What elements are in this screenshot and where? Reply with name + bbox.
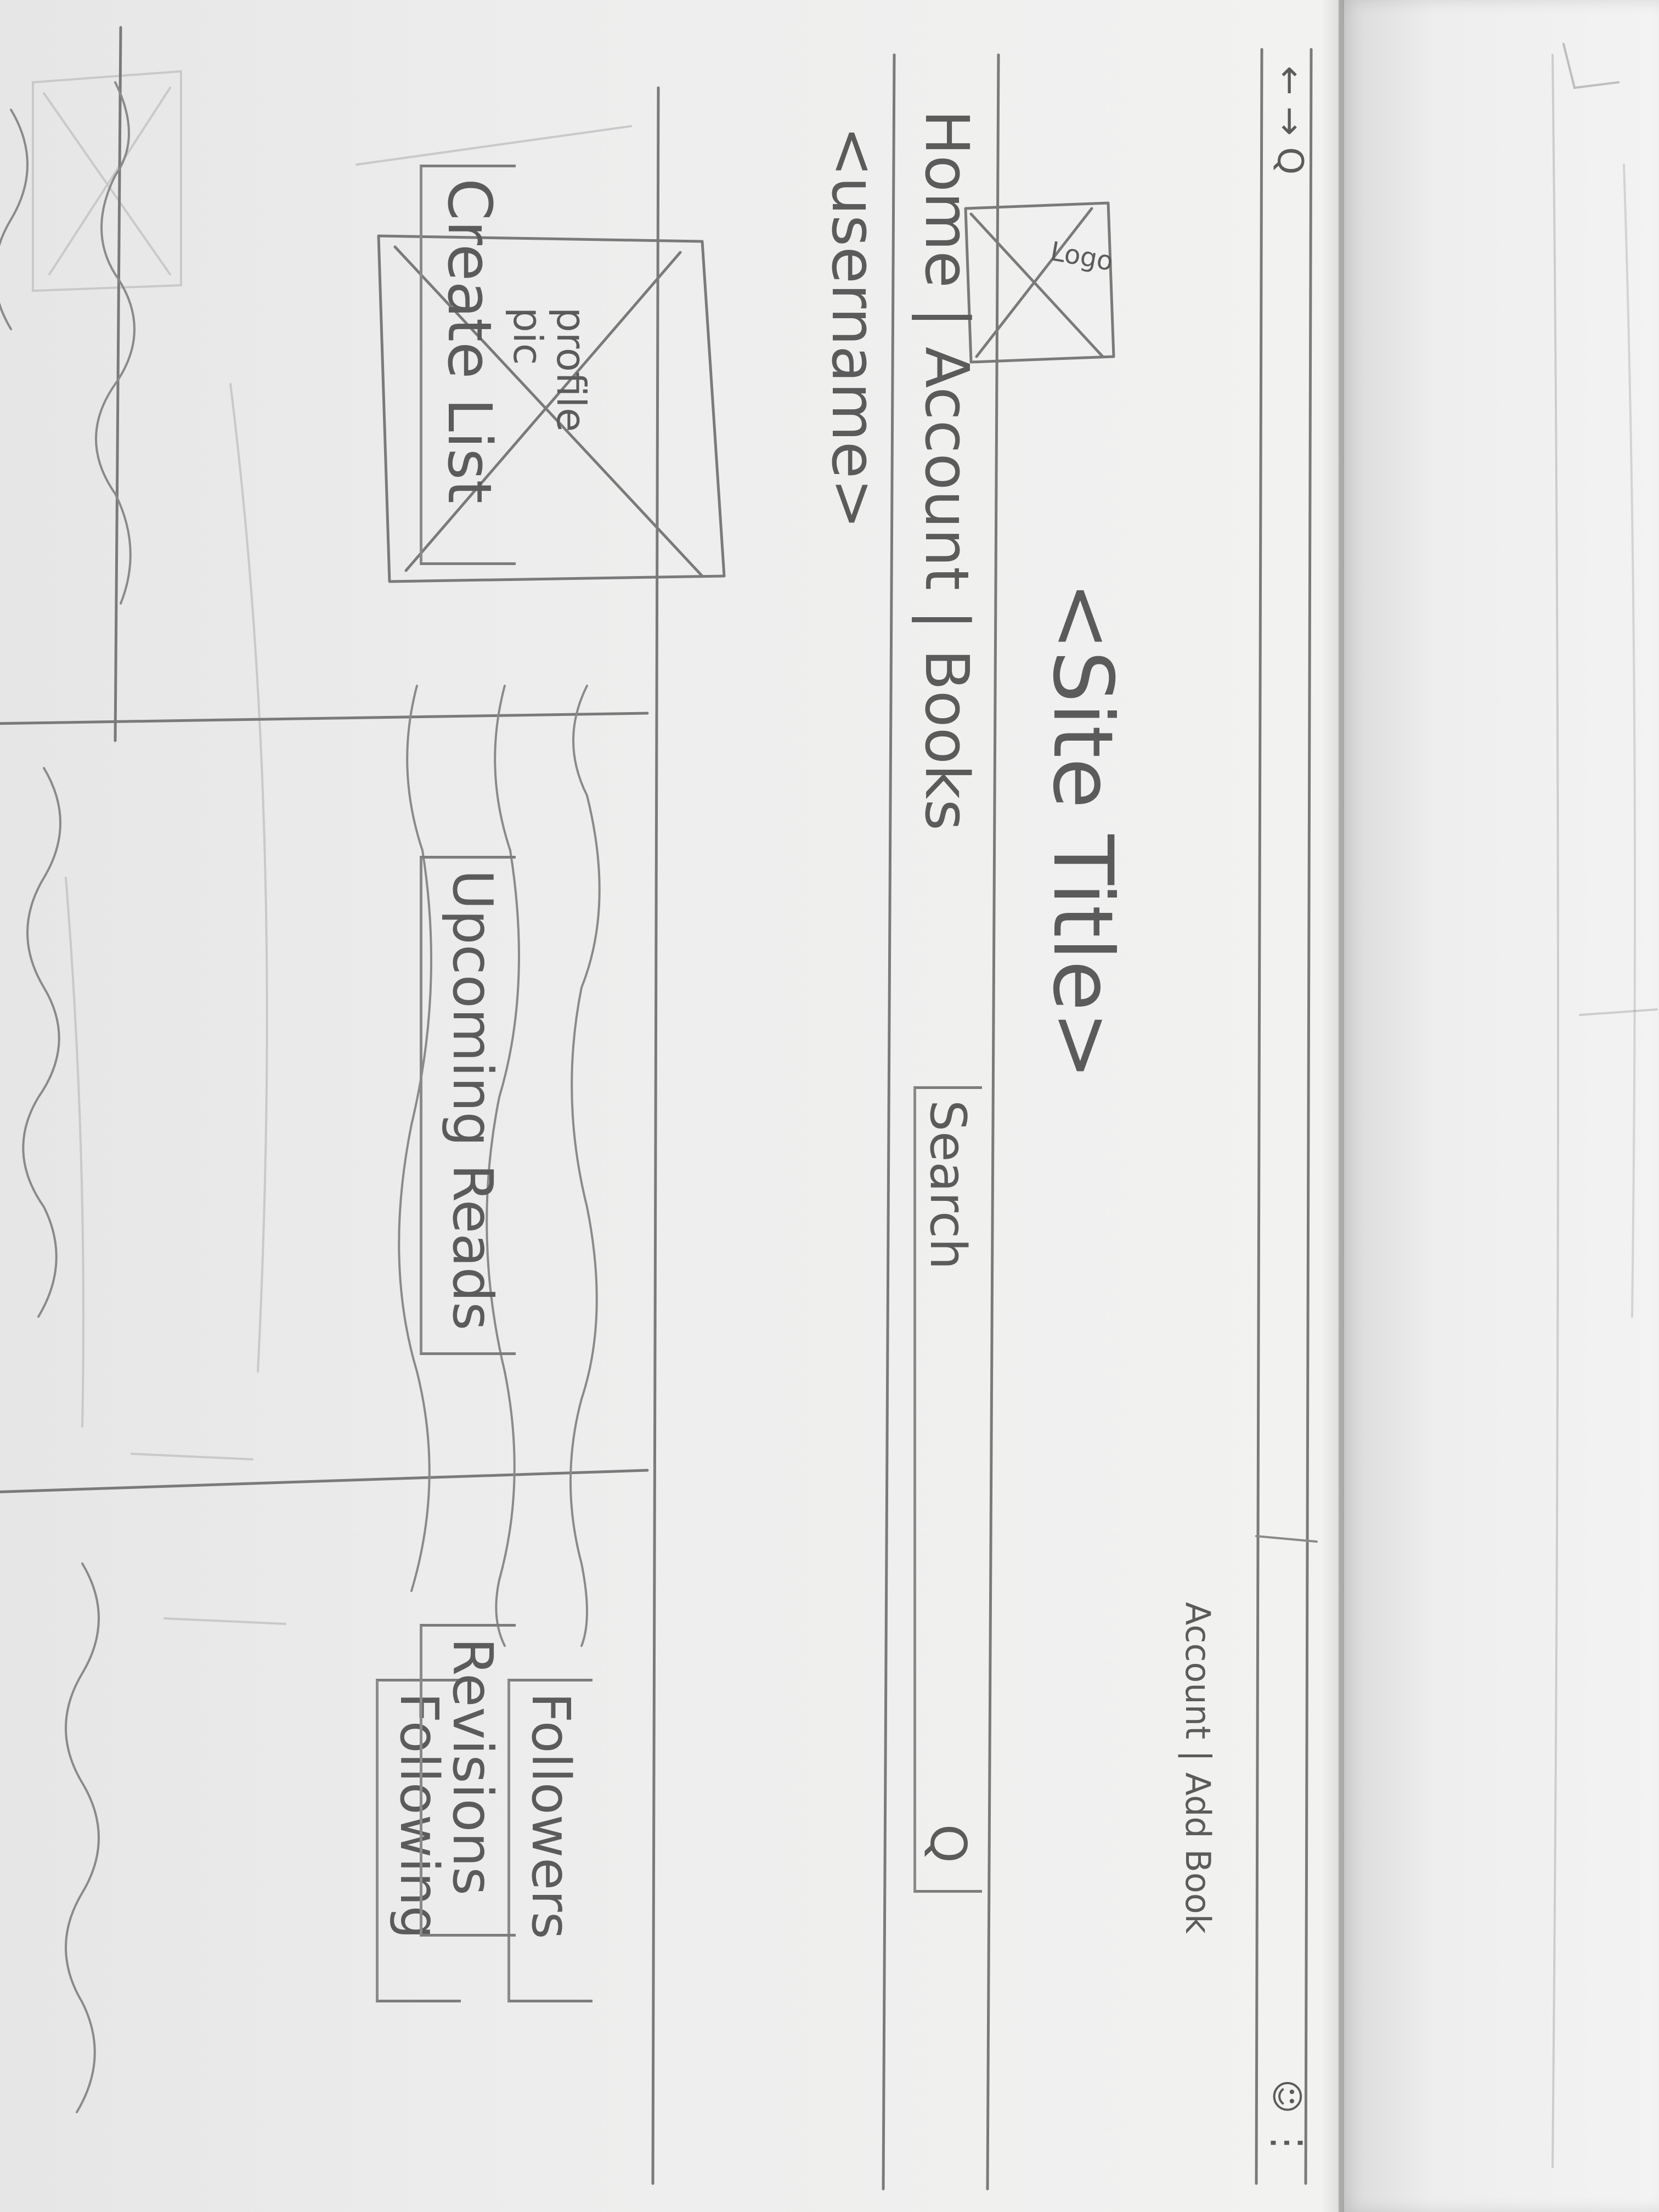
user-icon[interactable]: ☺	[1267, 2079, 1306, 2114]
profile-pic-frame	[377, 234, 726, 583]
notebook-left-page	[0, 0, 1339, 2212]
search-label: Search	[919, 1100, 977, 1270]
revisions-label: Revisions	[441, 1638, 505, 1896]
main-nav: Home | Account | Books	[912, 110, 982, 831]
browser-menu-icon[interactable]: ⋮	[1265, 2123, 1311, 2163]
notebook-spine	[1322, 0, 1344, 2212]
nav-separator: |	[912, 307, 982, 328]
nav-home[interactable]: Home	[912, 110, 982, 288]
upcoming-reads-label: Upcoming Reads	[441, 870, 505, 1331]
site-title: <Site Title>	[1035, 582, 1130, 1080]
profile-pic-label: profile pic	[504, 307, 594, 432]
separator: |	[1178, 1750, 1218, 1762]
top-right-links: Account | Add Book	[1178, 1602, 1218, 1934]
nav-books[interactable]: Books	[912, 648, 982, 831]
nav-separator: |	[912, 609, 982, 630]
search-icon[interactable]: Q	[919, 1824, 977, 1863]
add-book-link[interactable]: Add Book	[1178, 1772, 1218, 1934]
account-link[interactable]: Account	[1178, 1602, 1218, 1740]
username: <username>	[819, 126, 889, 529]
create-list-button[interactable]: Create List	[420, 165, 516, 565]
revisions-section[interactable]: Revisions	[420, 1624, 516, 1937]
notebook-right-page	[1339, 0, 1659, 2212]
browser-nav-controls[interactable]: ← → Q	[1269, 66, 1310, 175]
search-box[interactable]: Search Q	[913, 1086, 982, 1893]
followers-label: Followers	[520, 1692, 582, 1939]
wireframe-sketch: ← → Q ⋮ ☺ Logo <Site Title> Account | Ad…	[0, 26, 1318, 2191]
upcoming-reads-section[interactable]: Upcoming Reads	[420, 856, 516, 1355]
wireframe-frame-lines	[0, 26, 1318, 2191]
create-list-label: Create List	[435, 178, 505, 504]
followers-button[interactable]: Followers	[507, 1679, 592, 2002]
nav-account[interactable]: Account	[912, 346, 982, 590]
